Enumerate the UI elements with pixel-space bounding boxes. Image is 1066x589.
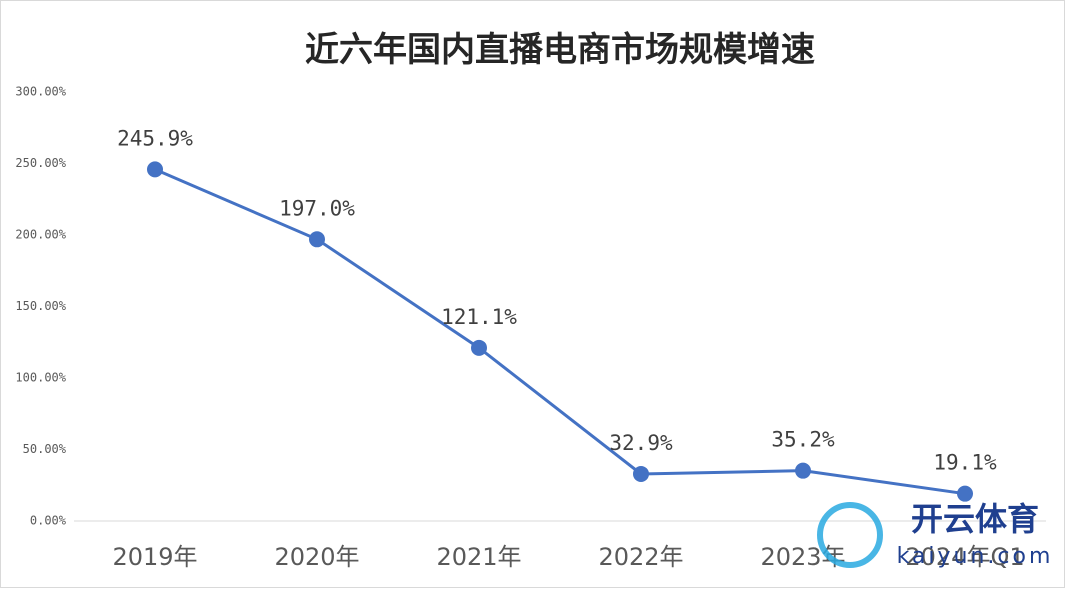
- y-tick-label: 150.00%: [15, 299, 66, 313]
- value-label: 32.9%: [609, 431, 673, 455]
- line: [154, 167, 966, 496]
- y-tick-label: 250.00%: [15, 156, 66, 170]
- y-tick-label: 0.00%: [30, 514, 67, 528]
- y-tick-label: 100.00%: [15, 371, 66, 385]
- x-tick-label: 2019年: [112, 543, 197, 571]
- point: [633, 465, 649, 482]
- watermark-brand: 开云体育: [911, 500, 1039, 538]
- point: [471, 339, 487, 356]
- watermark-logo: [817, 502, 883, 568]
- watermark-site: kaiyun.com: [897, 544, 1054, 569]
- point: [957, 485, 973, 502]
- y-tick-label: 300.00%: [15, 85, 66, 99]
- value-label: 197.0%: [279, 196, 355, 220]
- point: [147, 161, 163, 178]
- x-tick-label: 2020年: [274, 543, 359, 571]
- value-label: 19.1%: [933, 451, 997, 475]
- value-label: 121.1%: [441, 305, 517, 329]
- x-tick-label: 2022年: [598, 543, 683, 571]
- value-label: 35.2%: [771, 428, 835, 452]
- chart-title: 近六年国内直播电商市场规模增速: [305, 30, 815, 70]
- point: [309, 231, 325, 248]
- value-label: 245.9%: [117, 126, 193, 150]
- y-tick-label: 200.00%: [15, 228, 66, 242]
- x-tick-label: 2024年Q1: [905, 543, 1024, 571]
- x-tick-label: 2021年: [436, 543, 521, 571]
- y-tick-label: 50.00%: [23, 442, 67, 456]
- point: [795, 462, 811, 479]
